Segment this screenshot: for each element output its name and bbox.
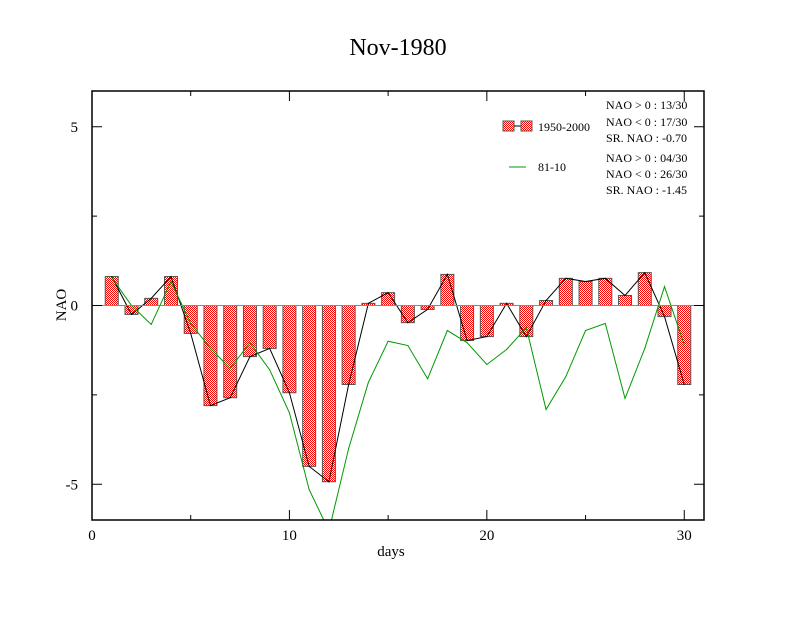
- legend-label-1950-2000: 1950-2000: [538, 120, 590, 134]
- point-81-10-day-7: [229, 367, 231, 369]
- point-1950-2000-day-1: [111, 276, 113, 278]
- point-81-10-day-22: [525, 327, 527, 329]
- bar-day-11: [302, 305, 317, 467]
- point-1950-2000-day-24: [565, 277, 567, 279]
- legend-swatch-1950-2000: [502, 120, 515, 132]
- point-1950-2000-day-11: [308, 465, 310, 467]
- point-1950-2000-day-20: [486, 336, 488, 338]
- point-81-10-day-16: [407, 345, 409, 347]
- bar-day-25: [578, 281, 593, 306]
- point-1950-2000-day-19: [466, 340, 468, 342]
- y-axis-label: NAO: [54, 289, 70, 322]
- annotation-s2-pos: NAO > 0 : 04/30: [606, 151, 687, 165]
- point-1950-2000-day-6: [209, 405, 211, 407]
- point-81-10-day-5: [190, 322, 192, 324]
- point-1950-2000-day-15: [387, 292, 389, 294]
- point-1950-2000-day-3: [150, 297, 152, 299]
- bar-day-20: [479, 305, 494, 338]
- point-1950-2000-day-10: [288, 392, 290, 394]
- x-tick-label: 20: [479, 528, 494, 544]
- bar-day-13: [341, 305, 356, 386]
- point-1950-2000-day-16: [407, 322, 409, 324]
- point-1950-2000-day-26: [604, 277, 606, 279]
- point-1950-2000-day-23: [545, 299, 547, 301]
- point-1950-2000-day-28: [644, 272, 646, 274]
- annotation-s2-neg: NAO < 0 : 26/30: [606, 167, 687, 181]
- line-1950-2000: [111, 271, 685, 483]
- point-81-10-day-6: [209, 347, 211, 349]
- chart-title: Nov-1980: [349, 35, 446, 61]
- point-81-10-day-17: [427, 378, 429, 380]
- point-81-10-day-13: [348, 448, 350, 449]
- bar-day-7: [223, 305, 238, 399]
- bar-day-27: [618, 294, 633, 306]
- point-1950-2000-day-21: [506, 302, 508, 304]
- point-81-10-day-20: [486, 363, 488, 365]
- annotation-s1-neg: NAO < 0 : 17/30: [606, 115, 687, 129]
- point-81-10-day-29: [664, 286, 666, 288]
- legend-swatch-1950-2000-b: [520, 120, 533, 132]
- point-81-10-day-23: [545, 409, 547, 411]
- point-1950-2000-day-4: [170, 276, 172, 278]
- y-tick-label: 0: [71, 299, 79, 315]
- point-1950-2000-day-2: [130, 313, 132, 315]
- point-1950-2000-day-25: [585, 281, 587, 283]
- bar-day-12: [321, 305, 336, 483]
- point-1950-2000-day-14: [367, 302, 369, 304]
- point-81-10-day-1: [111, 277, 113, 279]
- bar-day-22: [519, 305, 534, 338]
- y-tick-label: -5: [66, 477, 79, 493]
- point-81-10-day-25: [585, 330, 587, 332]
- point-81-10-day-4: [170, 281, 172, 283]
- point-81-10-day-19: [466, 342, 468, 344]
- point-81-10-day-12: [328, 530, 329, 531]
- point-81-10-day-8: [249, 342, 251, 344]
- point-81-10-day-15: [387, 340, 389, 342]
- point-81-10-day-28: [644, 347, 646, 349]
- point-1950-2000-day-7: [229, 397, 231, 399]
- point-81-10-day-11: [308, 489, 310, 491]
- point-1950-2000-day-12: [328, 481, 330, 483]
- bar-day-10: [282, 305, 297, 394]
- bar-day-24: [558, 277, 573, 306]
- y-tick-label: 5: [71, 120, 79, 136]
- point-1950-2000-day-13: [348, 384, 350, 386]
- x-tick-label: 10: [282, 528, 297, 544]
- annotation-s1-sr: SR. NAO : -0.70: [606, 131, 687, 145]
- point-1950-2000-day-5: [190, 332, 192, 334]
- x-tick-label: 0: [88, 528, 96, 544]
- point-81-10-day-21: [506, 348, 508, 350]
- point-81-10-day-9: [269, 369, 271, 371]
- bar-day-19: [460, 305, 475, 342]
- point-81-10-day-26: [604, 322, 606, 324]
- legend: 1950-2000 81-10 NAO > 0 : 13/30 NAO < 0 …: [502, 98, 687, 197]
- point-1950-2000-day-30: [683, 384, 685, 386]
- point-81-10-day-14: [367, 381, 369, 383]
- bar-day-1: [104, 276, 119, 307]
- point-1950-2000-day-9: [269, 347, 271, 349]
- point-81-10-day-24: [565, 376, 567, 378]
- point-81-10-day-18: [446, 330, 448, 332]
- bar-day-9: [262, 305, 277, 349]
- point-81-10-day-10: [288, 412, 290, 414]
- point-1950-2000-day-22: [525, 336, 527, 338]
- point-1950-2000-day-18: [446, 273, 448, 275]
- point-1950-2000-day-27: [624, 294, 626, 296]
- x-tick-label: 30: [677, 528, 692, 544]
- legend-label-81-10: 81-10: [538, 160, 566, 174]
- point-1950-2000-day-17: [427, 308, 429, 310]
- annotation-s1-pos: NAO > 0 : 13/30: [606, 98, 687, 112]
- point-81-10-day-30: [683, 344, 685, 346]
- line-81-10: [111, 277, 685, 520]
- point-81-10-day-3: [150, 323, 152, 325]
- annotation-s2-sr: SR. NAO : -1.45: [606, 183, 687, 197]
- x-axis-label: days: [377, 544, 405, 560]
- point-81-10-day-27: [624, 397, 626, 399]
- point-1950-2000-day-8: [249, 356, 251, 358]
- point-1950-2000-day-29: [664, 316, 666, 318]
